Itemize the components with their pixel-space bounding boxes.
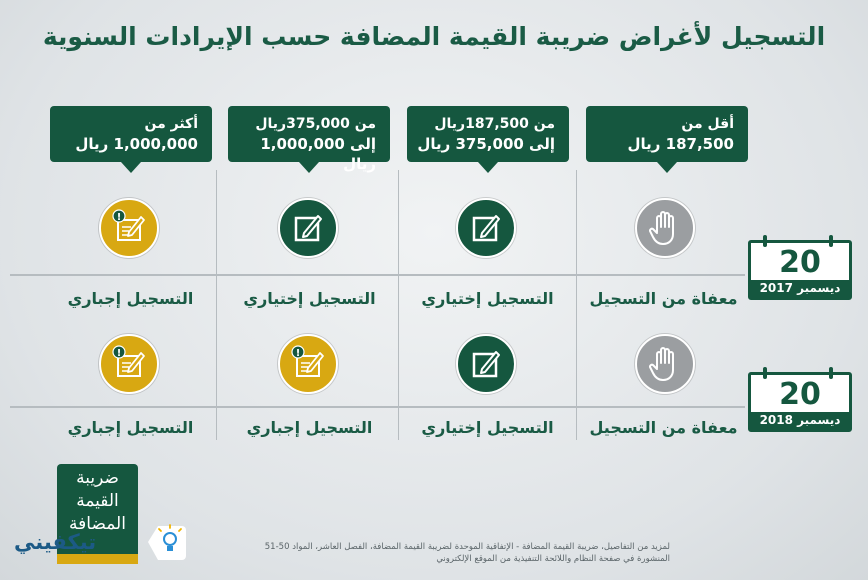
logo-line: المضافة (69, 514, 126, 534)
logo-line: القيمة (76, 491, 119, 511)
status-label: معفاة من التسجيل (589, 418, 738, 437)
column-header-line2: إلى 1,000,000 ريال (260, 135, 376, 173)
status-label: التسجيل إختياري (421, 418, 554, 437)
column-header-4: أكثر من 1,000,000 ريال (50, 106, 212, 173)
page-title: التسجيل لأغراض ضريبة القيمة المضافة حسب … (42, 22, 826, 51)
calendar-day: 20 (779, 377, 821, 412)
column-divider (216, 170, 217, 440)
svg-text:!: ! (117, 348, 122, 359)
footer-note: لمزيد من التفاصيل، ضريبة القيمة المضافة … (190, 541, 670, 565)
status-label: التسجيل إختياري (243, 289, 376, 308)
calendar-month: ديسمبر 2017 (751, 280, 849, 297)
column-header-3: من 375,000ريال إلى 1,000,000 ريال (228, 106, 390, 173)
column-header-line1: أكثر من (144, 116, 198, 132)
column-header-2: من 187,500ريال إلى 375,000 ريال (407, 106, 569, 173)
edit-document-icon (456, 198, 516, 258)
edit-document-alert-icon: ! (99, 198, 159, 258)
edit-document-alert-icon: ! (278, 334, 338, 394)
column-header-line2: إلى 375,000 ريال (417, 135, 555, 153)
row-divider (10, 406, 745, 408)
column-header-1: أقل من 187,500 ريال (586, 106, 748, 173)
logo-line: ضريبة (76, 468, 119, 488)
column-header-line1: من 375,000ريال (255, 116, 376, 132)
svg-text:!: ! (117, 212, 122, 223)
svg-text:!: ! (296, 348, 301, 359)
column-header-line1: أقل من (681, 116, 734, 132)
calendar-2017: 20 ديسمبر 2017 (748, 235, 852, 300)
hand-stop-icon (635, 198, 695, 258)
column-header-line1: من 187,500ريال (434, 116, 555, 132)
edit-document-icon (456, 334, 516, 394)
column-divider (576, 170, 577, 440)
vat-logo: ضريبة القيمة المضافة (57, 464, 138, 564)
calendar-month: ديسمبر 2018 (751, 412, 849, 429)
edit-document-icon (278, 198, 338, 258)
lightbulb-icon (142, 520, 190, 564)
edit-document-alert-icon: ! (99, 334, 159, 394)
status-label: التسجيل إجباري (67, 418, 194, 437)
hand-stop-icon (635, 334, 695, 394)
status-label: التسجيل إجباري (246, 418, 373, 437)
footer-line: لمزيد من التفاصيل، ضريبة القيمة المضافة … (264, 542, 670, 552)
status-label: التسجيل إختياري (421, 289, 554, 308)
calendar-day: 20 (779, 245, 821, 280)
footer-line: المنشورة في صفحة النظام واللائحة التنفيذ… (436, 554, 670, 564)
status-label: التسجيل إجباري (67, 289, 194, 308)
row-divider (10, 274, 745, 276)
status-label: معفاة من التسجيل (589, 289, 738, 308)
column-divider (398, 170, 399, 440)
watermark: تيكفيني (14, 530, 97, 554)
column-header-line2: 1,000,000 ريال (75, 135, 198, 153)
logo-strip (57, 554, 138, 564)
calendar-2018: 20 ديسمبر 2018 (748, 367, 852, 432)
column-header-line2: 187,500 ريال (627, 135, 734, 153)
